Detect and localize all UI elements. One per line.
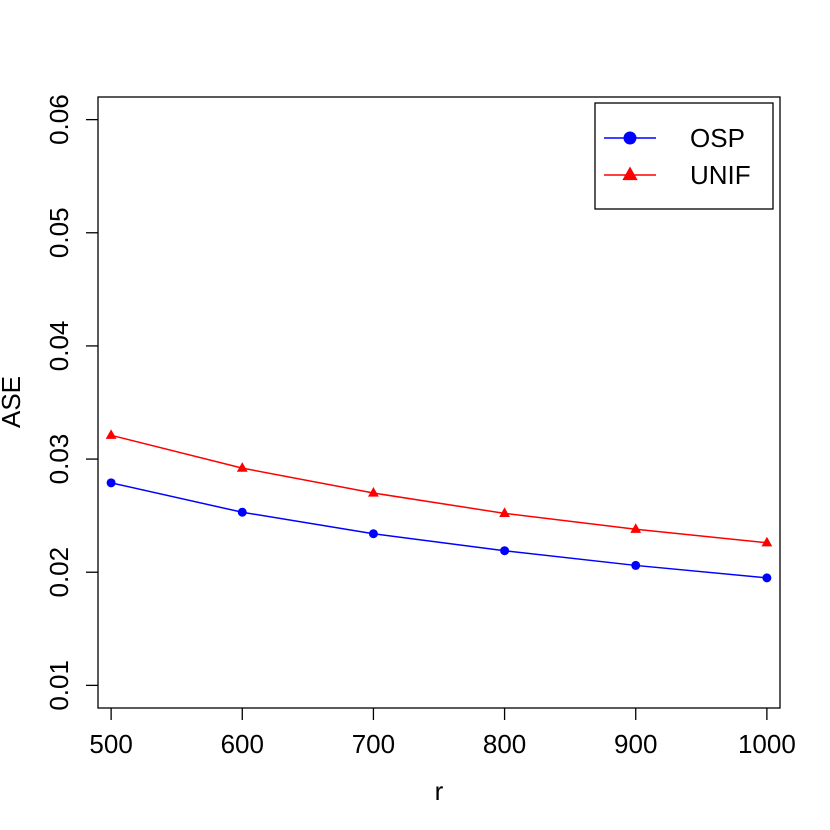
y-tick-label: 0.04	[44, 321, 74, 372]
legend-box	[594, 102, 774, 210]
y-tick-label: 0.01	[44, 660, 74, 711]
y-tick-label: 0.02	[44, 547, 74, 598]
data-point	[500, 546, 510, 556]
legend-label: OSP	[690, 123, 745, 153]
series-line	[110, 482, 767, 579]
data-point	[499, 507, 510, 517]
plot-frame	[97, 96, 781, 709]
y-axis-title: ASE	[0, 376, 26, 428]
x-axis: 500 600 700 800 900 1000	[89, 708, 796, 759]
series-line	[110, 434, 767, 544]
data-point	[761, 536, 773, 547]
data-point	[237, 507, 247, 517]
legend-label: UNIF	[690, 160, 751, 190]
data-point	[105, 429, 117, 439]
legend-circle-marker	[623, 131, 637, 145]
x-tick-label: 1000	[738, 729, 796, 759]
data-point	[630, 523, 642, 533]
data-point	[631, 560, 641, 570]
data-point	[368, 529, 378, 539]
x-tick-label: 700	[352, 729, 395, 759]
series-osp	[106, 478, 772, 583]
x-tick-label: 800	[483, 729, 526, 759]
data-point	[368, 487, 379, 497]
y-tick-label: 0.05	[44, 207, 74, 258]
x-tick-label: 900	[614, 729, 657, 759]
legend: OSP UNIF	[594, 102, 774, 210]
legend-item-unif: UNIF	[604, 160, 751, 190]
data-point	[762, 573, 772, 583]
x-tick-label: 500	[89, 729, 132, 759]
y-tick-label: 0.03	[44, 434, 74, 485]
series-layer	[105, 429, 773, 583]
y-tick-label: 0.06	[44, 94, 74, 145]
x-axis-title: r	[435, 776, 444, 806]
data-point	[106, 478, 116, 488]
x-tick-label: 600	[221, 729, 264, 759]
y-axis: 0.01 0.02 0.03 0.04 0.05 0.06	[44, 94, 98, 711]
legend-item-osp: OSP	[604, 123, 745, 153]
data-point	[236, 462, 248, 472]
legend-triangle-marker	[622, 166, 638, 181]
series-unif	[105, 429, 773, 547]
